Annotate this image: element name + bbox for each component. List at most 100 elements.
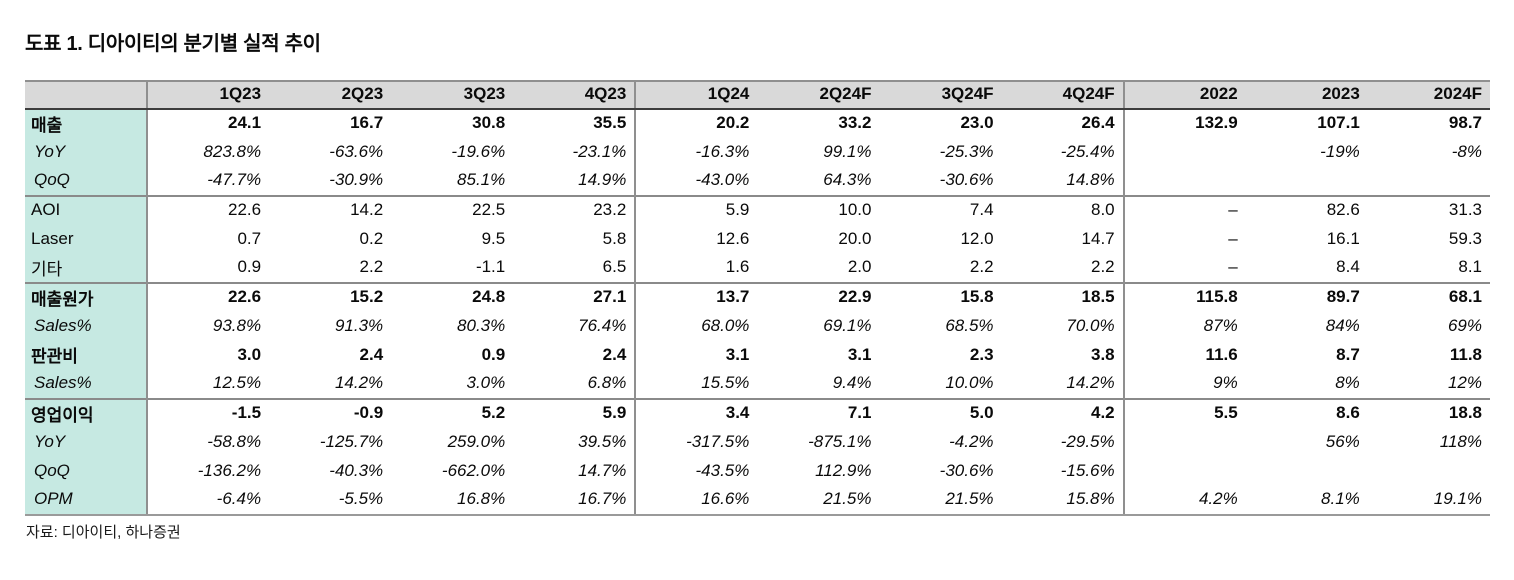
- data-cell: 9.4%: [832, 373, 872, 392]
- data-cell: 82.6: [1245, 195, 1368, 225]
- data-cell: 68.1: [1367, 282, 1490, 312]
- data-cell: -58.8%: [145, 428, 270, 457]
- row-label: YoY: [25, 428, 147, 457]
- column-header-3q23: 3Q23: [391, 80, 514, 110]
- data-cell: 23.2: [513, 195, 636, 225]
- data-cell: 12.0: [960, 228, 994, 248]
- data-cell: 8%: [1335, 373, 1360, 392]
- data-cell: 22.6: [145, 195, 270, 225]
- data-cell: –: [1122, 225, 1246, 254]
- data-cell: 20.0: [838, 228, 872, 248]
- data-cell: 30.8: [391, 108, 514, 138]
- data-cell: -6.4%: [145, 486, 270, 516]
- data-cell: -43.0%: [634, 167, 758, 196]
- data-cell: -125.7%: [319, 431, 384, 451]
- table-row: 기타 0.9 2.2 -1.1 6.5 1.6 2.0 2.2 2.2–8.4 8.1: [25, 254, 1490, 283]
- table-row: 판관비 3.0 2.4 0.9 2.4 3.1 3.1 2.3 3.8 11.6 8.7 11.8: [25, 341, 1490, 370]
- data-cell: 22.9: [757, 282, 880, 312]
- row-label: Sales%: [25, 312, 147, 341]
- data-cell: 14.2%: [1066, 373, 1115, 392]
- data-cell: 115.8: [1122, 282, 1246, 312]
- data-cell: 12%: [1447, 373, 1482, 392]
- data-cell: -875.1%: [808, 431, 872, 451]
- data-cell: -16.3%: [634, 138, 758, 167]
- data-cell: 5.9: [513, 398, 636, 428]
- data-cell: 0.2: [359, 228, 384, 248]
- data-cell: 68.0%: [634, 312, 758, 341]
- data-cell: -63.6%: [329, 141, 384, 161]
- row-label: 매출원가: [25, 282, 147, 312]
- data-cell: 16.7: [269, 108, 392, 138]
- data-cell: -5.5%: [269, 486, 392, 516]
- data-cell: 22.5: [391, 195, 514, 225]
- data-cell: -29.5%: [1060, 431, 1115, 451]
- data-cell: 69.1%: [823, 315, 872, 335]
- data-cell: [1122, 457, 1246, 486]
- table-row: OPM -6.4% -5.5% 16.8% 16.7% 16.6% 21.5% 21.5% 15…: [25, 486, 1490, 516]
- data-cell: 24.1: [145, 108, 270, 138]
- data-cell: 118%: [1439, 431, 1482, 451]
- data-cell: 5.0: [879, 398, 1002, 428]
- data-cell: 7.4: [879, 195, 1002, 225]
- data-cell: -25.3%: [939, 141, 994, 161]
- data-cell: -47.7%: [145, 167, 270, 196]
- row-label: QoQ: [25, 167, 147, 196]
- data-cell: 12.6: [634, 225, 758, 254]
- data-cell: 8.0: [1001, 195, 1124, 225]
- data-cell: [1368, 167, 1490, 196]
- data-cell: 2.2: [359, 257, 384, 276]
- table-row: QoQ -47.7% -30.9% 85.1% 14.9% -43.0% 64.3% -30.…: [25, 167, 1490, 196]
- data-cell: 89.7: [1245, 282, 1368, 312]
- data-cell: 12.5%: [145, 370, 270, 399]
- data-cell: 31.3: [1367, 195, 1490, 225]
- row-label: 매출: [25, 108, 147, 138]
- data-cell: -40.3%: [329, 460, 384, 480]
- data-cell: 14.2%: [334, 373, 384, 392]
- data-cell: 15.5%: [634, 370, 758, 399]
- table-row: 영업이익 -1.5 -0.9 5.2 5.9 3.4 7.1 5.0 4.2 5.5 8.6 18.8: [25, 398, 1490, 428]
- data-cell: 20.2: [634, 108, 758, 138]
- data-cell: -15.6%: [1060, 460, 1115, 480]
- data-cell: 70.0%: [1066, 315, 1115, 335]
- column-header-2q24f: 2Q24F: [757, 80, 880, 110]
- data-cell: 4.2: [1001, 398, 1124, 428]
- data-cell: -30.6%: [939, 460, 994, 480]
- column-header-1q24: 1Q24: [634, 80, 758, 110]
- data-cell: -23.1%: [572, 141, 627, 161]
- column-header-4q23: 4Q23: [513, 80, 636, 110]
- data-cell: 3.4: [634, 398, 758, 428]
- data-cell: 7.1: [757, 398, 880, 428]
- table-row: Sales% 12.5% 14.2% 3.0% 6.8% 15.5% 9.4% 10.0% 14…: [25, 370, 1490, 399]
- data-cell: 26.4: [1001, 108, 1124, 138]
- data-cell: -19%: [1320, 141, 1360, 161]
- data-cell: 18.5: [1001, 282, 1124, 312]
- data-cell: -30.9%: [329, 170, 384, 189]
- data-cell: 8.4: [1336, 257, 1360, 276]
- data-cell: -317.5%: [634, 428, 758, 457]
- data-cell: 2.0: [847, 257, 872, 276]
- data-cell: 10.0%: [945, 373, 994, 392]
- data-cell: 14.2: [269, 195, 392, 225]
- data-cell: 3.1: [847, 344, 872, 364]
- data-cell: 22.6: [145, 282, 270, 312]
- data-cell: -25.4%: [1060, 141, 1115, 161]
- column-header-1q23: 1Q23: [145, 80, 270, 110]
- data-cell: 21.5%: [757, 486, 880, 516]
- data-cell: [1246, 167, 1368, 196]
- column-header-3q24f: 3Q24F: [879, 80, 1002, 110]
- data-cell: 76.4%: [578, 315, 627, 335]
- data-cell: 0.9: [481, 344, 506, 364]
- data-cell: 3.0%: [466, 373, 506, 392]
- source-note: 자료: 디아이티, 하나증권: [26, 524, 181, 541]
- data-cell: 15.8: [879, 282, 1002, 312]
- table-row: YoY -58.8% -125.7% 259.0% 39.5% -317.5% -875.1…: [25, 428, 1490, 457]
- data-cell: 15.2: [269, 282, 392, 312]
- table-row: YoY 823.8% -63.6% -19.6% -23.1% -16.3% 99.1% -2…: [25, 138, 1490, 167]
- data-cell: –: [1122, 195, 1246, 225]
- table-header: 1Q23 2Q23 3Q23 4Q23 1Q24 2Q24F 3Q24F 4Q24F 2022 2…: [25, 80, 1490, 110]
- table-title: 도표 1. 디아이티의 분기별 실적 추이: [25, 33, 321, 55]
- data-cell: -662.0%: [441, 460, 506, 480]
- data-cell: 823.8%: [145, 138, 270, 167]
- data-cell: 8.1: [1458, 257, 1482, 276]
- data-cell: 2.4: [602, 344, 627, 364]
